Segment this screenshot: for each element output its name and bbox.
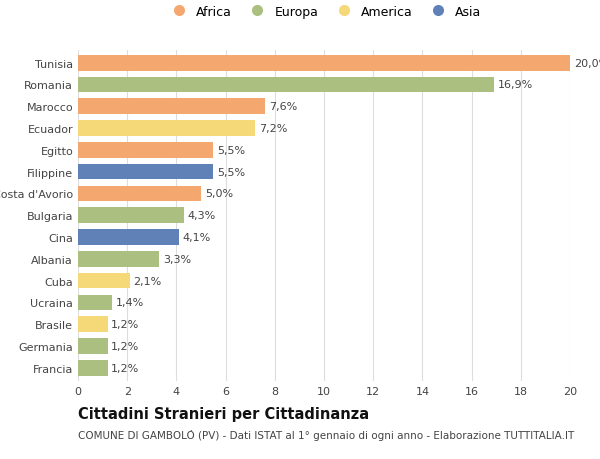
Text: Cittadini Stranieri per Cittadinanza: Cittadini Stranieri per Cittadinanza [78, 406, 369, 421]
Text: 5,0%: 5,0% [205, 189, 233, 199]
Text: 3,3%: 3,3% [163, 254, 191, 264]
Bar [78, 56, 570, 71]
Text: 1,2%: 1,2% [111, 341, 139, 351]
Bar [78, 338, 107, 354]
Bar [78, 360, 107, 376]
Text: 7,2%: 7,2% [259, 124, 287, 134]
Text: 2,1%: 2,1% [133, 276, 161, 286]
Bar [78, 78, 494, 93]
Text: 1,2%: 1,2% [111, 363, 139, 373]
Legend: Africa, Europa, America, Asia: Africa, Europa, America, Asia [166, 6, 482, 18]
Bar [78, 252, 159, 267]
Bar [78, 143, 214, 158]
Bar [78, 317, 107, 332]
Text: 1,4%: 1,4% [116, 298, 145, 308]
Bar [78, 164, 214, 180]
Bar [78, 273, 130, 289]
Text: 16,9%: 16,9% [497, 80, 533, 90]
Text: 4,1%: 4,1% [182, 232, 211, 242]
Text: 7,6%: 7,6% [269, 102, 297, 112]
Bar [78, 186, 201, 202]
Text: 5,5%: 5,5% [217, 167, 245, 177]
Text: 4,3%: 4,3% [187, 211, 216, 221]
Text: 20,0%: 20,0% [574, 59, 600, 68]
Bar [78, 121, 255, 137]
Bar [78, 230, 179, 245]
Bar [78, 99, 265, 115]
Text: 1,2%: 1,2% [111, 319, 139, 330]
Text: 5,5%: 5,5% [217, 146, 245, 156]
Text: COMUNE DI GAMBOLÒ (PV) - Dati ISTAT al 1° gennaio di ogni anno - Elaborazione T: COMUNE DI GAMBOLÒ (PV) - Dati ISTAT al … [78, 429, 574, 440]
Bar [78, 295, 112, 311]
Bar [78, 208, 184, 224]
